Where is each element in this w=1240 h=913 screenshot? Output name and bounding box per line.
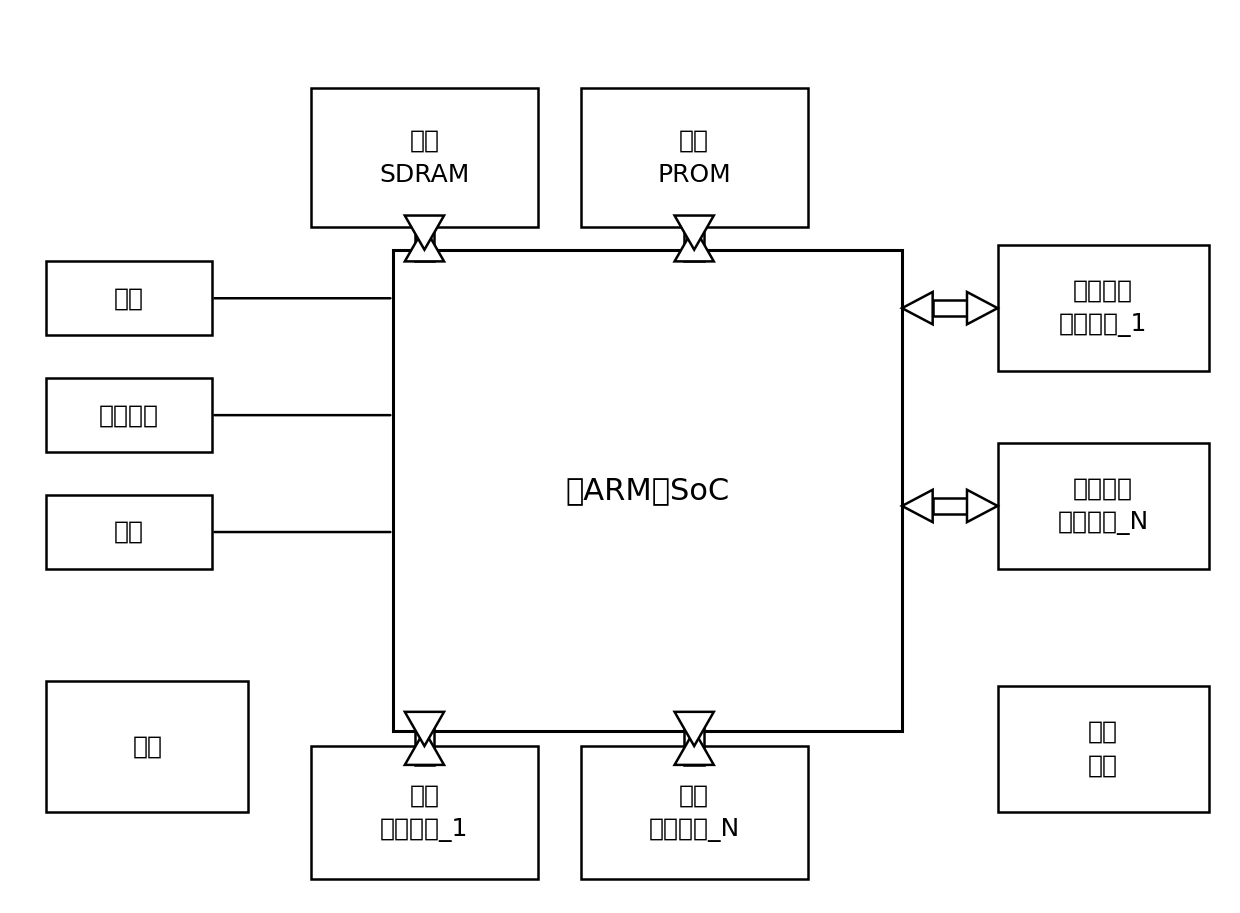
Polygon shape — [967, 292, 998, 324]
Polygon shape — [404, 215, 444, 249]
Text: SDRAM: SDRAM — [379, 163, 470, 186]
Bar — [311, 746, 538, 879]
Bar — [46, 261, 212, 335]
Bar — [46, 378, 212, 452]
Text: 外设接口_N: 外设接口_N — [649, 818, 740, 842]
Bar — [580, 88, 807, 227]
Text: 晶振: 晶振 — [114, 287, 144, 310]
Polygon shape — [901, 292, 932, 324]
Polygon shape — [404, 712, 444, 746]
Bar — [414, 215, 434, 261]
Bar — [414, 712, 434, 765]
Text: 低速: 低速 — [680, 783, 709, 807]
Text: 低速: 低速 — [409, 129, 439, 152]
Bar — [998, 686, 1209, 812]
Bar — [684, 215, 704, 261]
Text: PROM: PROM — [657, 163, 732, 186]
Text: 复位: 复位 — [114, 520, 144, 544]
Bar — [46, 681, 248, 812]
Polygon shape — [675, 712, 714, 746]
Polygon shape — [967, 489, 998, 522]
Bar — [684, 712, 704, 765]
Bar — [46, 495, 212, 569]
Polygon shape — [675, 215, 714, 249]
Text: 低速: 低速 — [409, 783, 439, 807]
Bar — [998, 246, 1209, 371]
Bar — [932, 498, 967, 514]
Bar — [998, 443, 1209, 569]
Text: 预留: 预留 — [1087, 719, 1118, 743]
Bar — [311, 88, 538, 227]
Text: 非ARM型SoC: 非ARM型SoC — [565, 476, 729, 505]
Text: 功能模块_1: 功能模块_1 — [1059, 313, 1147, 337]
Text: 监测: 监测 — [1087, 754, 1118, 778]
Polygon shape — [675, 730, 714, 765]
Polygon shape — [901, 489, 932, 522]
Bar — [580, 746, 807, 879]
Text: 调试接口: 调试接口 — [99, 404, 159, 427]
Bar — [932, 300, 967, 316]
Text: 低速: 低速 — [680, 129, 709, 152]
Polygon shape — [404, 730, 444, 765]
Text: 功能模块_N: 功能模块_N — [1058, 511, 1148, 535]
Text: 电源: 电源 — [133, 734, 162, 759]
Text: 外设接口_1: 外设接口_1 — [381, 818, 469, 842]
Polygon shape — [404, 227, 444, 261]
Bar — [393, 249, 901, 730]
Text: 固定模式: 固定模式 — [1073, 279, 1133, 303]
Text: 固定模式: 固定模式 — [1073, 477, 1133, 501]
Polygon shape — [675, 227, 714, 261]
